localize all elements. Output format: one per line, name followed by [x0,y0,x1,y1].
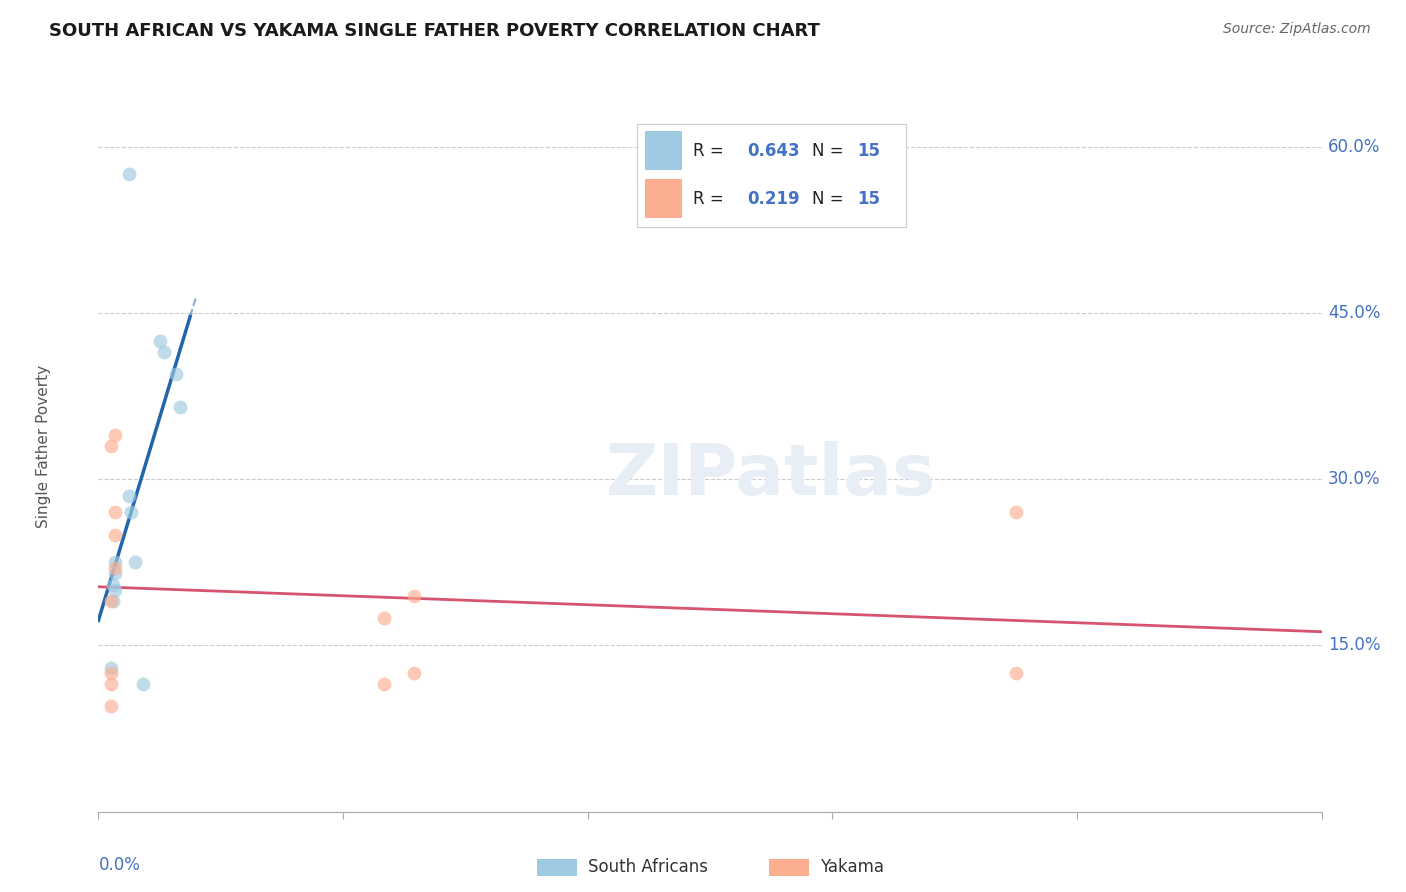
Text: South Africans: South Africans [588,858,707,876]
FancyBboxPatch shape [769,858,808,876]
FancyBboxPatch shape [645,179,682,219]
Text: 15: 15 [858,142,880,160]
Point [100,660,122,674]
Point [118,489,141,503]
Point [120,506,142,520]
Text: 15: 15 [858,190,880,208]
Text: Single Father Poverty: Single Father Poverty [37,365,51,527]
Point [104,506,127,520]
Text: 60.0%: 60.0% [1327,137,1381,156]
Point [404,666,426,681]
Text: Yakama: Yakama [820,858,884,876]
Text: 0.643: 0.643 [747,142,800,160]
Point [104,555,127,569]
Point [124,555,146,569]
Text: 45.0%: 45.0% [1327,304,1381,322]
FancyBboxPatch shape [537,858,576,876]
Text: N =: N = [811,190,848,208]
Text: N =: N = [811,142,848,160]
Point [132,677,155,691]
Point [100,677,122,691]
Point [100,594,122,608]
FancyBboxPatch shape [645,131,682,170]
Point [165,367,187,381]
Point [118,168,141,182]
Text: 15.0%: 15.0% [1327,637,1381,655]
Point [149,334,172,348]
Point [169,401,191,415]
Point [404,589,426,603]
Text: SOUTH AFRICAN VS YAKAMA SINGLE FATHER POVERTY CORRELATION CHART: SOUTH AFRICAN VS YAKAMA SINGLE FATHER PO… [49,22,820,40]
Text: R =: R = [693,190,730,208]
Point [101,577,124,591]
Text: 30.0%: 30.0% [1327,470,1381,488]
Point [373,611,395,625]
Text: ZIPatlas: ZIPatlas [606,441,936,509]
Point [373,677,395,691]
Point [100,699,122,714]
Text: Source: ZipAtlas.com: Source: ZipAtlas.com [1223,22,1371,37]
Point [101,594,124,608]
Point [100,439,122,453]
Point [104,566,127,581]
Point [104,527,127,541]
Point [104,583,127,598]
Point [152,344,174,359]
Point [1004,506,1026,520]
Text: 0.219: 0.219 [747,190,800,208]
Point [104,428,127,442]
Point [100,666,122,681]
Point [1004,666,1026,681]
Text: R =: R = [693,142,730,160]
Text: 0.0%: 0.0% [98,855,141,873]
Point [104,561,127,575]
